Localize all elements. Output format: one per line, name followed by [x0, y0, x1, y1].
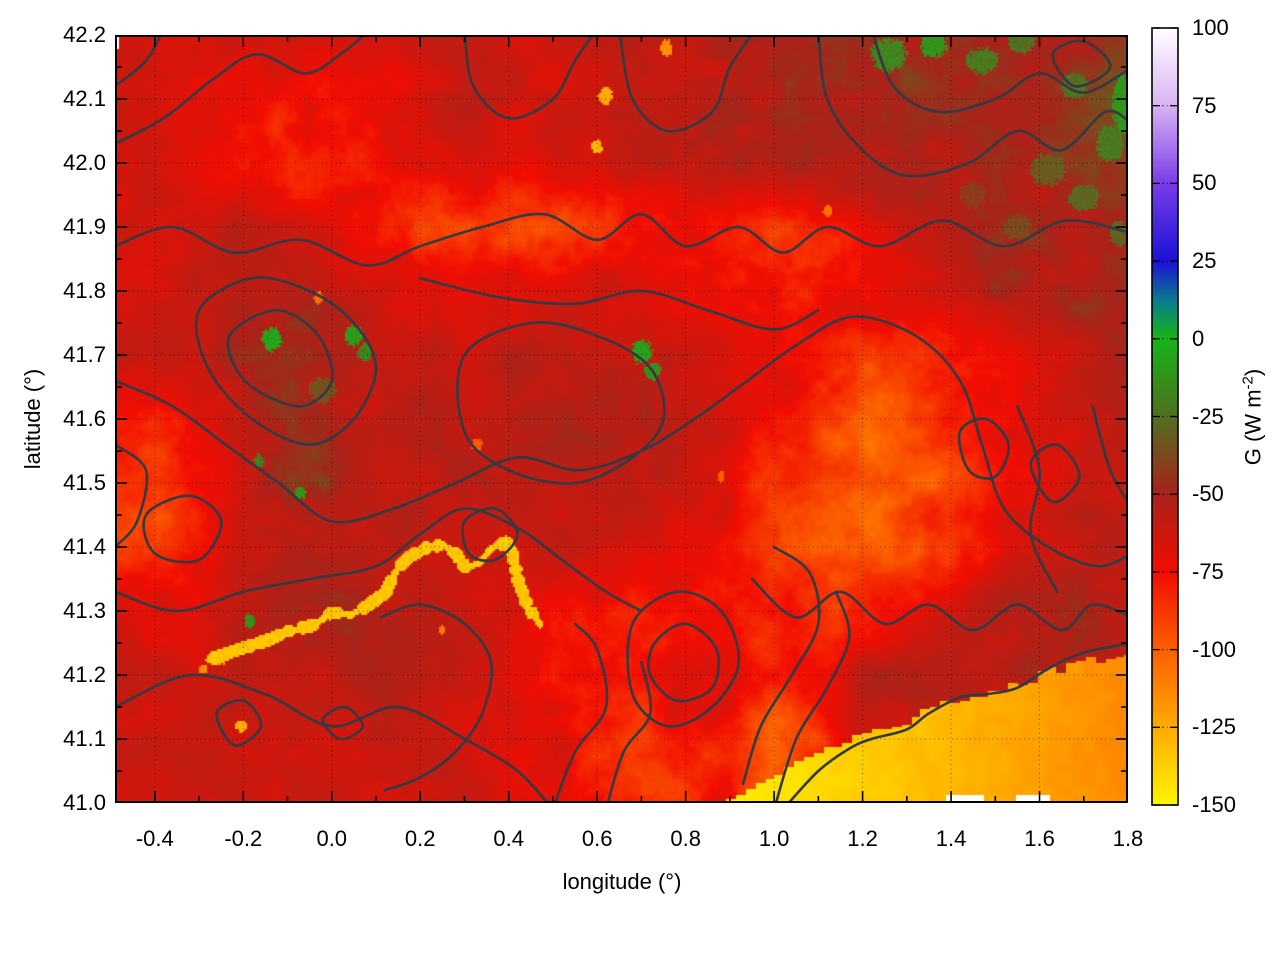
- contour-lines: [115, 35, 1128, 803]
- contour-line: [115, 35, 367, 146]
- y-tick-label: 41.3: [63, 598, 106, 623]
- contour-line: [461, 506, 519, 563]
- contour-grid-overlay: [115, 35, 1128, 803]
- heatmap-canvas: [115, 35, 1128, 803]
- contour-line: [626, 590, 741, 728]
- contour-line: [321, 705, 364, 741]
- x-tick-label: -0.2: [224, 826, 263, 851]
- colorbar-ticks: [1152, 27, 1178, 806]
- contour-line: [115, 443, 149, 549]
- x-tick-label: 1.4: [935, 826, 967, 851]
- contour-line: [194, 276, 378, 446]
- x-tick-label: 0.0: [316, 826, 348, 851]
- contour-line: [872, 35, 1128, 114]
- contour-line: [115, 35, 163, 88]
- colorbar: [1151, 27, 1179, 806]
- contour-line: [1091, 404, 1128, 505]
- x-tick-label: 0.4: [493, 826, 524, 851]
- contour-line: [1016, 404, 1059, 594]
- colorbar-tick-label: 75: [1192, 92, 1217, 118]
- y-tick-label: 41.0: [63, 790, 106, 815]
- colorbar-tick-label: 100: [1192, 15, 1229, 40]
- y-tick-label: 41.5: [63, 470, 106, 495]
- x-tick-label: 0.2: [404, 826, 436, 851]
- colorbar-tick-label: -50: [1192, 481, 1224, 507]
- contour-line: [741, 545, 821, 786]
- contour-line: [774, 590, 851, 803]
- contour-line: [418, 276, 820, 331]
- contour-line: [618, 35, 754, 133]
- colorbar-tick-label: -25: [1192, 403, 1224, 429]
- plot-area: [115, 35, 1128, 803]
- y-tick-label: 42.1: [63, 86, 106, 111]
- contour-line: [226, 308, 334, 408]
- x-axis-label: longitude (°): [562, 869, 682, 894]
- colorbar-ticks-svg: [1151, 27, 1179, 806]
- contour-line: [1051, 39, 1112, 88]
- x-tick-label: 0.6: [581, 826, 613, 851]
- y-tick-label: 41.1: [63, 726, 106, 751]
- contour-line: [817, 35, 1128, 178]
- contour-line: [456, 321, 666, 485]
- plot-border: [115, 35, 1128, 803]
- contour-line: [750, 577, 1128, 632]
- colorbar-tick-label: 0: [1192, 325, 1205, 351]
- y-tick-label: 41.9: [63, 214, 106, 239]
- colorbar-tick-label: -100: [1192, 636, 1237, 662]
- contour-line: [115, 673, 550, 803]
- colorbar-tick-label: -75: [1192, 558, 1224, 584]
- contour-line: [115, 507, 643, 613]
- colorbar-border: [1151, 27, 1179, 806]
- contour-line: [957, 417, 1011, 480]
- x-tick-label: 1.0: [758, 826, 790, 851]
- x-tick-label: 1.6: [1024, 826, 1055, 851]
- contour-line: [786, 642, 1128, 803]
- y-tick-label: 42.2: [63, 22, 106, 47]
- contour-line: [379, 603, 494, 792]
- x-tick-label: 0.8: [670, 826, 701, 851]
- colorbar-tick-label: -125: [1192, 714, 1237, 740]
- contour-line: [115, 315, 1128, 568]
- colorbar-tick-label: -150: [1192, 792, 1237, 817]
- y-tick-label: 41.6: [63, 406, 106, 431]
- y-tick-label: 41.8: [63, 278, 106, 303]
- contour-line: [463, 35, 595, 120]
- contour-line: [1029, 443, 1081, 504]
- contour-line: [647, 622, 721, 703]
- y-tick-label: 42.0: [63, 150, 106, 175]
- colorbar-tick-label: 25: [1192, 248, 1217, 274]
- y-tick-label: 41.2: [63, 662, 106, 687]
- contour-line: [606, 660, 653, 803]
- y-tick-label: 41.7: [63, 342, 106, 367]
- colorbar-tick-label: 50: [1192, 170, 1217, 196]
- contour-line: [142, 494, 223, 564]
- x-tick-label: 1.2: [847, 826, 878, 851]
- contour-line: [215, 698, 263, 747]
- x-tick-label: 1.8: [1112, 826, 1144, 851]
- contour-line: [115, 212, 1128, 267]
- x-tick-label: -0.4: [135, 826, 174, 851]
- contour-line: [553, 622, 609, 803]
- y-tick-label: 41.4: [63, 534, 106, 559]
